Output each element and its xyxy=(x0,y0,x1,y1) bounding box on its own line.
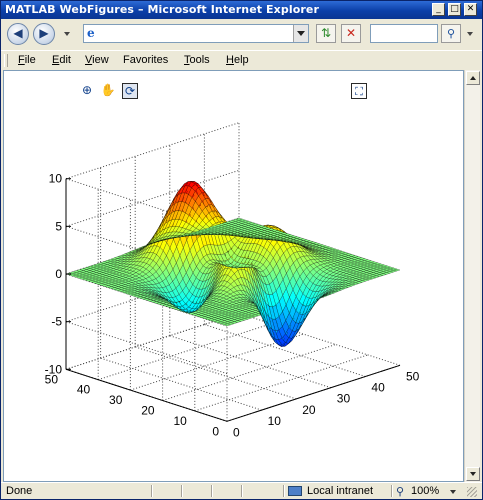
scroll-up-button[interactable] xyxy=(466,71,480,85)
y-tick-label: 20 xyxy=(141,404,155,418)
window-title: MATLAB WebFigures – Microsoft Internet E… xyxy=(5,3,319,16)
status-divider xyxy=(391,485,392,497)
stop-icon: ✕ xyxy=(345,26,357,40)
rotate-3d-icon: ⟳ xyxy=(124,84,136,98)
menu-file[interactable]: File xyxy=(18,54,36,66)
status-divider xyxy=(151,485,152,497)
y-tick-label: 10 xyxy=(173,414,187,428)
back-button[interactable]: ◀ xyxy=(7,23,29,45)
fullscreen-icon: ⛶ xyxy=(355,85,363,98)
search-input[interactable] xyxy=(370,24,438,43)
menu-favorites[interactable]: Favorites xyxy=(123,54,169,66)
rotate-button[interactable]: ⟳ xyxy=(122,83,138,99)
status-divider xyxy=(181,485,182,497)
y-tick-label: 30 xyxy=(109,393,123,407)
status-bar: Done Local intranet ⚲ 100% xyxy=(1,482,482,499)
z-tick-label: -10 xyxy=(45,362,63,376)
menu-edit[interactable]: Edit xyxy=(52,54,71,66)
zoom-button[interactable]: ⊕ xyxy=(79,83,95,99)
search-dropdown-icon[interactable] xyxy=(467,32,473,36)
zoom-in-icon: ⊕ xyxy=(81,83,93,97)
zoom-level[interactable]: 100% xyxy=(411,485,440,497)
x-tick-label: 20 xyxy=(302,403,316,417)
history-dropdown-icon[interactable] xyxy=(64,32,70,36)
z-tick-label: 10 xyxy=(49,172,63,186)
menu-bar: File Edit View Favorites Tools Help xyxy=(1,50,482,70)
vertical-scrollbar[interactable] xyxy=(464,70,480,482)
refresh-button[interactable]: ⇅ xyxy=(316,24,336,43)
address-bar[interactable]: e xyxy=(83,24,309,43)
status-divider xyxy=(211,485,212,497)
z-tick-label: 5 xyxy=(55,219,62,233)
zoom-dropdown-icon[interactable] xyxy=(450,490,456,494)
y-tick-label: 0 xyxy=(212,424,219,438)
ie-page-icon: e xyxy=(87,26,95,40)
toolbar-grip xyxy=(4,54,8,67)
zone-text: Local intranet xyxy=(307,485,374,497)
x-tick-label: 30 xyxy=(337,392,351,406)
pan-button[interactable]: ✋ xyxy=(100,83,116,99)
zoom-icon: ⚲ xyxy=(396,486,405,498)
title-bar[interactable]: MATLAB WebFigures – Microsoft Internet E… xyxy=(1,1,482,19)
status-divider xyxy=(241,485,242,497)
y-tick-label: 40 xyxy=(77,383,91,397)
forward-button[interactable]: ▶ xyxy=(33,23,55,45)
web-content: -10 -5 0 5 10 0 10 20 30 40 50 0 10 20 30 40 50 ⊕ ✋ ⟳ ⛶ xyxy=(3,70,464,482)
close-button[interactable]: ✕ xyxy=(464,3,477,16)
z-tick-label: -5 xyxy=(51,315,62,329)
pan-hand-icon: ✋ xyxy=(100,83,116,97)
menu-help[interactable]: Help xyxy=(226,54,249,66)
maximize-button[interactable]: □ xyxy=(448,3,461,16)
intranet-zone-icon xyxy=(288,486,302,496)
scroll-down-button[interactable] xyxy=(466,467,480,481)
x-tick-label: 10 xyxy=(268,414,282,428)
y-tick-label: 50 xyxy=(45,372,59,386)
minimize-button[interactable]: _ xyxy=(432,3,445,16)
menu-view[interactable]: View xyxy=(85,54,109,66)
forward-arrow-icon: ▶ xyxy=(39,26,49,40)
address-toolbar: ◀ ▶ e ⇅ ✕ ⚲ xyxy=(1,19,482,49)
surface xyxy=(65,181,401,347)
menu-tools[interactable]: Tools xyxy=(184,54,210,66)
search-button[interactable]: ⚲ xyxy=(441,24,461,43)
fullscreen-button[interactable]: ⛶ xyxy=(351,83,367,99)
resize-grip-icon[interactable] xyxy=(467,487,477,497)
z-tick-label: 0 xyxy=(55,267,62,281)
status-divider xyxy=(283,485,284,497)
surface-plot[interactable]: -10 -5 0 5 10 0 10 20 30 40 50 0 10 20 30 40 50 xyxy=(4,71,463,481)
x-tick-label: 0 xyxy=(233,425,240,439)
address-dropdown-button[interactable] xyxy=(293,25,308,42)
search-icon: ⚲ xyxy=(446,27,456,40)
x-tick-label: 40 xyxy=(371,381,385,395)
status-text: Done xyxy=(6,485,33,497)
stop-button[interactable]: ✕ xyxy=(341,24,361,43)
back-arrow-icon: ◀ xyxy=(13,26,23,40)
x-tick-label: 50 xyxy=(406,369,420,383)
refresh-icon: ⇅ xyxy=(320,26,332,40)
